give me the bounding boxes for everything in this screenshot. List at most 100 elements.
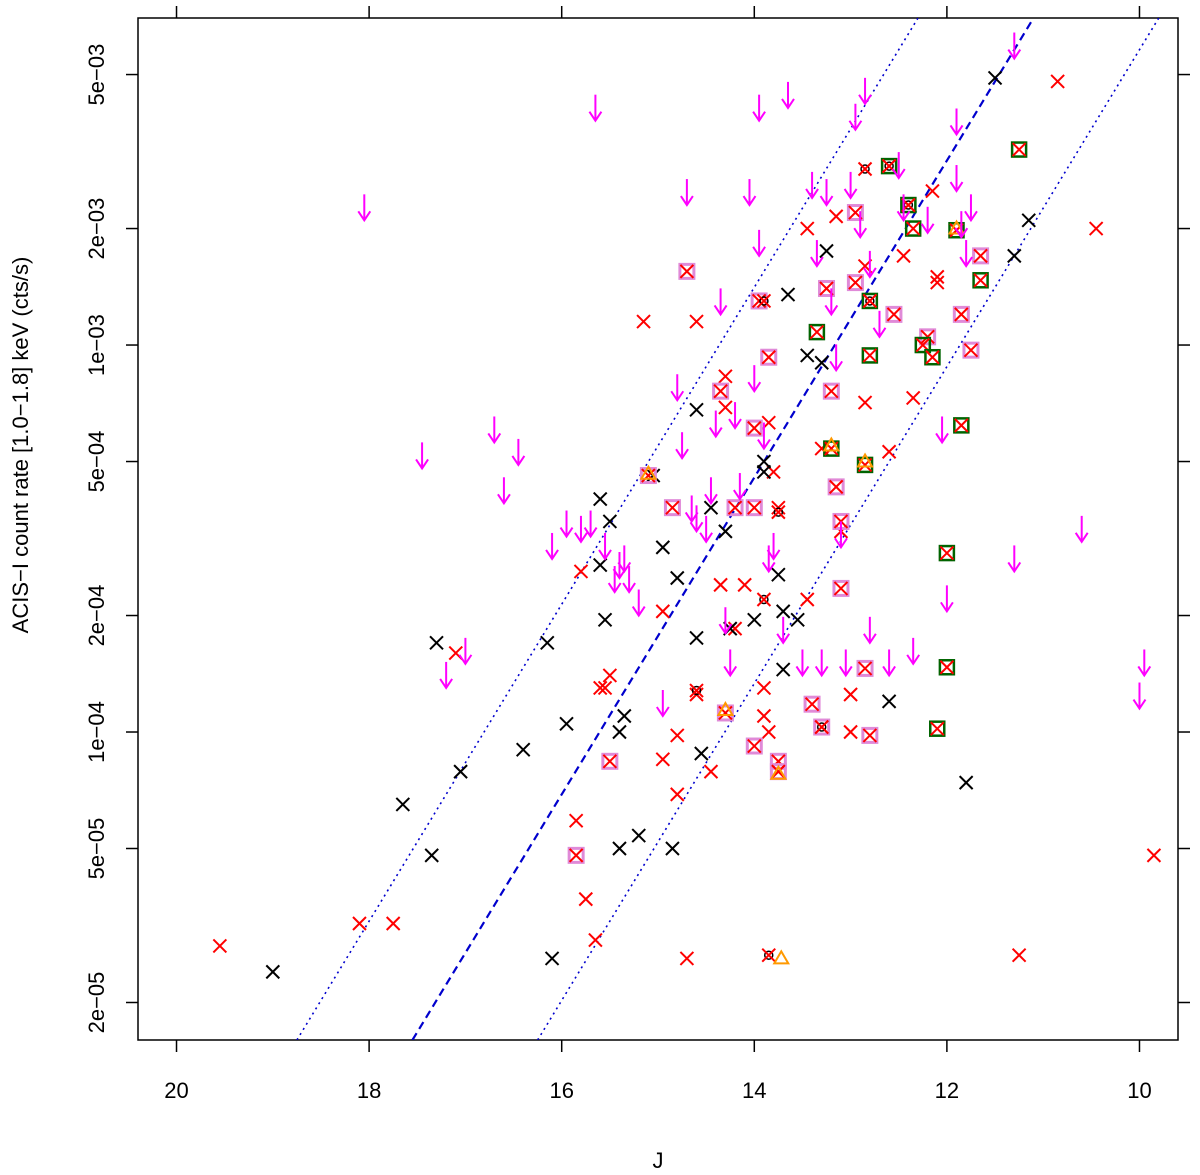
cross-stroke xyxy=(828,209,844,224)
arrow-head xyxy=(853,227,868,239)
cross-stroke xyxy=(814,355,829,370)
cross-stroke xyxy=(597,612,613,627)
data-point-x xyxy=(1146,848,1162,863)
data-point-x-ring xyxy=(857,161,873,177)
cross-stroke xyxy=(775,662,791,677)
data-point-arrow-down xyxy=(680,179,694,207)
cross-stroke xyxy=(665,500,680,515)
cross-stroke xyxy=(862,728,878,743)
cross-stroke xyxy=(963,342,979,358)
arrow-head xyxy=(814,665,829,678)
cross-stroke xyxy=(756,680,772,696)
data-point-x xyxy=(573,564,589,579)
marker-box xyxy=(846,204,864,222)
data-point-x-pink-box xyxy=(885,305,903,323)
data-point-x-pink-box xyxy=(822,382,840,400)
data-point-triangle xyxy=(772,949,791,965)
data-point-arrow-down xyxy=(882,649,896,678)
data-point-x xyxy=(694,746,709,761)
arrow-head xyxy=(545,549,559,561)
cross-stroke xyxy=(602,668,618,683)
data-point-arrow-down xyxy=(497,477,511,506)
data-point-arrow-down xyxy=(824,288,839,317)
cross-stroke xyxy=(905,221,921,236)
cross-stroke xyxy=(915,337,931,353)
marker-ring xyxy=(884,161,894,171)
data-point-x-ring xyxy=(814,719,829,735)
arrow-head xyxy=(655,706,670,718)
data-point-arrow-down xyxy=(670,374,685,403)
arrow-head xyxy=(607,582,622,594)
data-point-x xyxy=(655,604,671,619)
data-point-x-green-box xyxy=(914,336,932,354)
arrow-head xyxy=(680,195,694,207)
data-point-arrow-down xyxy=(810,240,824,268)
cross-stroke xyxy=(602,754,618,769)
marker-ring xyxy=(816,722,827,732)
cross-stroke xyxy=(747,420,762,436)
data-point-arrow-down xyxy=(545,532,559,561)
data-point-arrow-down xyxy=(559,510,574,539)
data-point-arrow-down xyxy=(954,211,969,239)
data-point-x xyxy=(636,314,651,329)
data-point-x-ring xyxy=(756,293,772,309)
arrow-head xyxy=(574,532,588,544)
data-point-x-green-box xyxy=(972,272,989,289)
data-point-x-pink-box xyxy=(745,499,763,517)
marker-box xyxy=(938,544,956,562)
marker-box xyxy=(760,348,778,366)
data-point-x xyxy=(670,728,685,743)
data-point-x-pink-box xyxy=(832,579,850,597)
data-point-arrow-down xyxy=(843,171,858,200)
cross-stroke xyxy=(987,70,1003,86)
data-point-x xyxy=(819,243,834,259)
data-point-x xyxy=(800,592,815,607)
data-point-arrow-down xyxy=(622,566,636,594)
cross-stroke xyxy=(727,500,743,515)
data-point-triangle xyxy=(822,436,841,452)
marker-ring xyxy=(860,164,870,174)
arrow-head xyxy=(940,601,954,614)
data-point-x-green-box xyxy=(808,323,826,341)
cross-stroke xyxy=(540,635,555,651)
cross-stroke xyxy=(670,570,685,586)
x-tick-label: 16 xyxy=(549,1078,573,1103)
marker-ring xyxy=(759,594,769,605)
marker-box xyxy=(972,247,990,265)
cross-stroke xyxy=(905,390,921,406)
arrow-head xyxy=(622,582,636,594)
arrow-head xyxy=(954,227,969,239)
cross-stroke xyxy=(718,400,733,415)
cross-stroke xyxy=(631,828,646,843)
data-point-arrow-down xyxy=(853,211,868,239)
data-point-arrow-down xyxy=(896,194,911,223)
cross-stroke xyxy=(1050,74,1065,89)
data-point-x xyxy=(930,275,945,290)
data-point-x xyxy=(800,348,815,363)
data-point-x xyxy=(544,951,560,966)
cross-stroke xyxy=(265,964,281,980)
data-point-x xyxy=(568,813,584,828)
cross-stroke xyxy=(857,395,873,410)
x-axis: 20 18 16 14 12 10 xyxy=(164,6,1152,1103)
cross-stroke xyxy=(593,680,608,696)
cross-stroke xyxy=(862,348,878,363)
data-point-triangle xyxy=(639,464,658,480)
cross-stroke xyxy=(385,916,401,931)
cross-stroke xyxy=(670,787,685,802)
data-point-x-pink-box xyxy=(567,846,585,864)
data-point-x xyxy=(665,841,680,856)
data-point-x-green-box xyxy=(938,544,956,562)
data-point-arrow-down xyxy=(858,77,872,106)
y-tick-label: 1e−04 xyxy=(84,701,109,763)
arrow-head xyxy=(896,210,911,223)
data-point-x-pink-box xyxy=(760,348,778,366)
data-point-x-pink-box xyxy=(745,737,763,755)
data-point-x-ring xyxy=(761,947,776,963)
cross-stroke xyxy=(588,932,603,948)
cross-stroke xyxy=(747,612,762,627)
data-point-x xyxy=(843,724,858,740)
arrow-head xyxy=(1137,665,1152,678)
data-point-arrow-down xyxy=(708,410,723,439)
marker-triangle xyxy=(822,436,841,452)
